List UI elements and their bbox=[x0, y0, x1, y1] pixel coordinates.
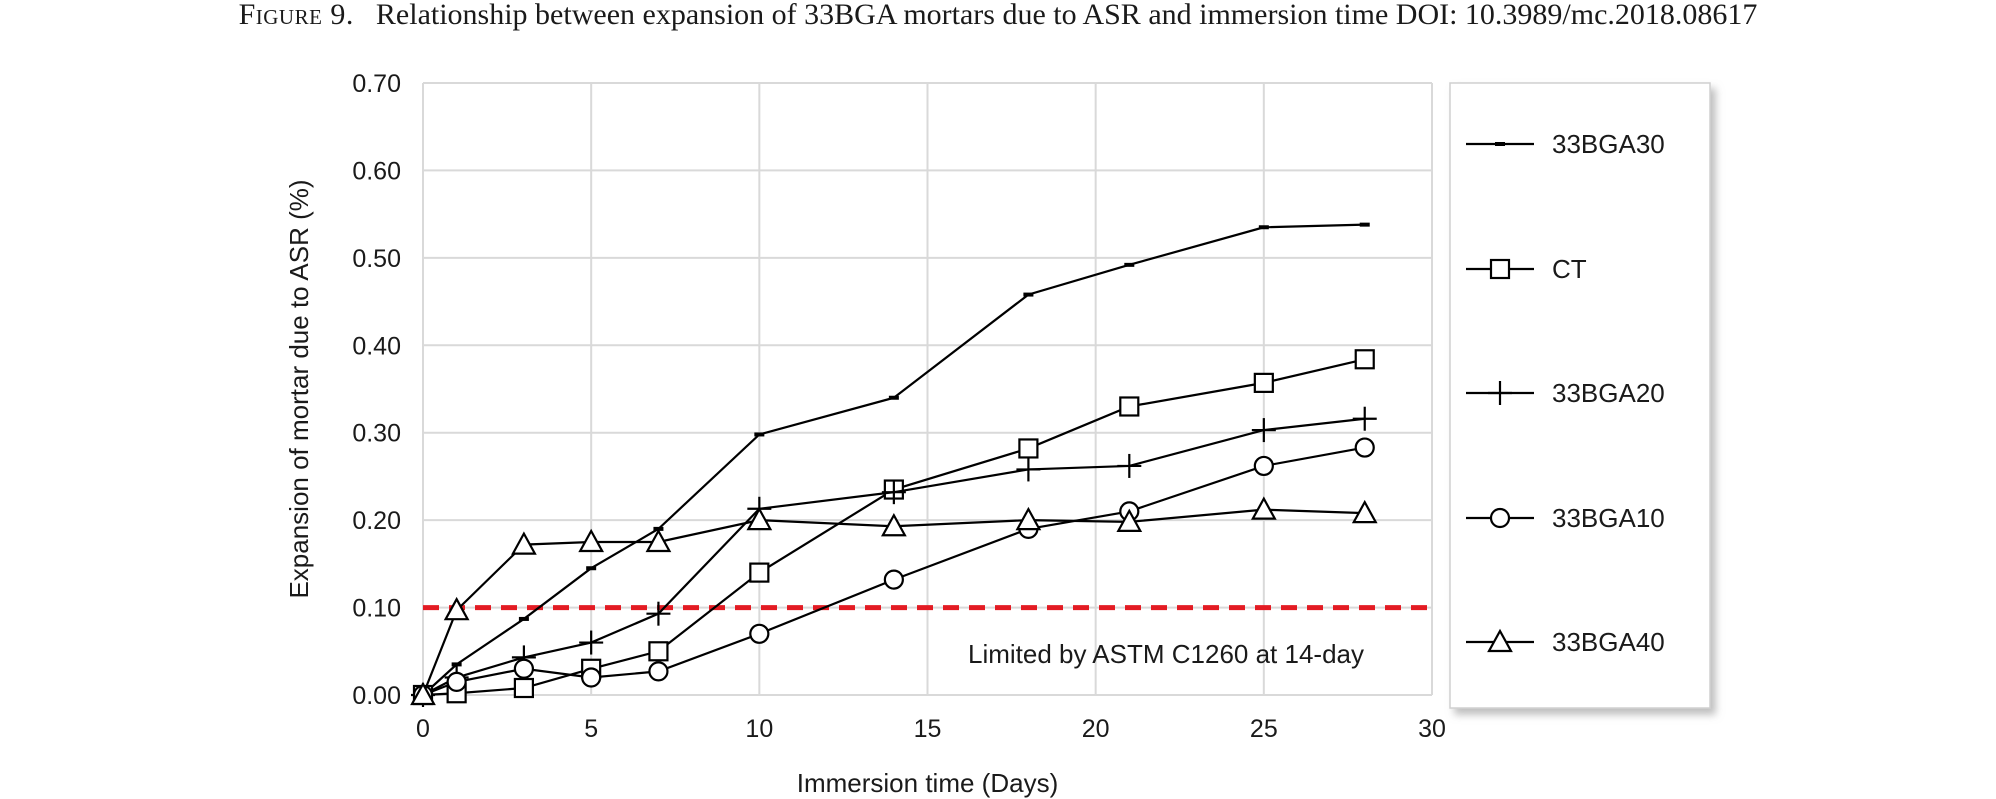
y-tick-label: 0.50 bbox=[352, 245, 401, 273]
data-point-ct bbox=[1253, 372, 1274, 393]
data-point-33bga10 bbox=[446, 671, 467, 692]
astm-limit-annotation: Limited by ASTM C1260 at 14-day bbox=[968, 639, 1364, 669]
x-tick-label: 5 bbox=[584, 715, 598, 743]
legend-marker-ct bbox=[1489, 258, 1511, 280]
data-point-33bga40 bbox=[443, 596, 470, 621]
figure-caption: Figure 9. Relationship between expansion … bbox=[0, 0, 1996, 30]
legend-item-ct: CT bbox=[1466, 254, 1587, 284]
data-point-33bga10 bbox=[1354, 437, 1375, 458]
data-point-33bga20 bbox=[881, 480, 906, 505]
legend-item-33bga30: 33BGA30 bbox=[1466, 129, 1665, 159]
legend-label-ct: CT bbox=[1552, 254, 1587, 284]
data-point-33bga10 bbox=[513, 658, 535, 679]
plot-area: 0.00 0.10 0.20 0.30 0.40 0.50 0.60 0.70 0 5 10 15 20… bbox=[284, 70, 1446, 798]
data-point-33bga20 bbox=[1117, 453, 1142, 478]
data-point-33bga40 bbox=[578, 528, 605, 553]
data-point-33bga10 bbox=[1253, 455, 1274, 477]
data-point-33bga10 bbox=[648, 661, 669, 682]
data-point-ct bbox=[1018, 438, 1039, 459]
legend-marker-33bga10 bbox=[1489, 507, 1511, 529]
series-33bga40 bbox=[410, 496, 1378, 706]
data-point-33bga10 bbox=[749, 623, 770, 644]
data-point-33bga20 bbox=[1251, 418, 1276, 443]
x-tick-label: 25 bbox=[1250, 715, 1278, 743]
data-point-33bga40 bbox=[1351, 499, 1378, 524]
legend-marker-33bga40 bbox=[1487, 628, 1513, 653]
legend: 33BGA30 CT 33BGA20 33BGA10 33BGA40 bbox=[1449, 82, 1711, 709]
x-tick-label: 10 bbox=[745, 715, 773, 743]
y-tick-label: 0.00 bbox=[352, 682, 401, 710]
data-point-33bga40 bbox=[881, 512, 907, 537]
y-tick-label: 0.40 bbox=[352, 332, 401, 360]
data-point-33bga40 bbox=[746, 506, 773, 531]
data-point-33bga40 bbox=[1116, 508, 1143, 532]
legend-item-33bga40: 33BGA40 bbox=[1466, 627, 1665, 657]
legend-label-33bga20: 33BGA20 bbox=[1552, 378, 1665, 408]
data-point-33bga40 bbox=[1015, 506, 1042, 531]
legend-item-33bga20: 33BGA20 bbox=[1466, 378, 1665, 408]
series-33bga30 bbox=[418, 222, 1370, 697]
x-tick-label: 20 bbox=[1082, 715, 1110, 743]
y-tick-label: 0.70 bbox=[352, 70, 401, 98]
x-tick-label: 30 bbox=[1418, 715, 1446, 743]
series-line-33bga30 bbox=[422, 223, 1365, 696]
legend-box bbox=[1449, 82, 1711, 709]
data-point-ct bbox=[1119, 396, 1140, 417]
data-point-33bga10 bbox=[883, 569, 904, 590]
y-tick-label: 0.10 bbox=[352, 595, 401, 623]
data-point-33bga40 bbox=[511, 531, 537, 555]
data-point-33bga20 bbox=[1352, 406, 1377, 431]
data-point-ct bbox=[1354, 349, 1375, 370]
data-point-ct bbox=[749, 562, 770, 583]
data-point-ct bbox=[648, 641, 669, 662]
data-point-33bga40 bbox=[410, 681, 436, 706]
gridlines bbox=[422, 82, 1433, 696]
data-point-33bga20 bbox=[1016, 457, 1041, 482]
data-point-ct bbox=[513, 677, 535, 699]
legend-marker-33bga20 bbox=[1488, 381, 1512, 405]
figure-label: Figure 9. bbox=[238, 0, 354, 31]
x-axis-title: Immersion time (Days) bbox=[797, 768, 1058, 798]
legend-item-33bga10: 33BGA10 bbox=[1466, 503, 1665, 533]
data-point-33bga40 bbox=[645, 528, 672, 553]
figure-caption-text: Relationship between expansion of 33BGA … bbox=[375, 0, 1758, 31]
legend-label-33bga10: 33BGA10 bbox=[1552, 503, 1665, 533]
data-point-33bga10 bbox=[581, 667, 602, 688]
data-point-33bga40 bbox=[1250, 496, 1277, 520]
y-axis-title: Expansion of mortar due to ASR (%) bbox=[284, 179, 314, 598]
series-33bga10 bbox=[412, 437, 1375, 706]
data-point-33bga20 bbox=[579, 630, 604, 655]
x-tick-label: 0 bbox=[416, 715, 430, 743]
y-tick-label: 0.30 bbox=[352, 420, 401, 448]
y-tick-label: 0.60 bbox=[352, 157, 401, 185]
legend-label-33bga30: 33BGA30 bbox=[1552, 129, 1665, 159]
x-tick-label: 15 bbox=[914, 715, 942, 743]
legend-label-33bga40: 33BGA40 bbox=[1552, 627, 1665, 657]
y-tick-label: 0.20 bbox=[352, 507, 401, 535]
data-point-33bga20 bbox=[646, 601, 671, 626]
